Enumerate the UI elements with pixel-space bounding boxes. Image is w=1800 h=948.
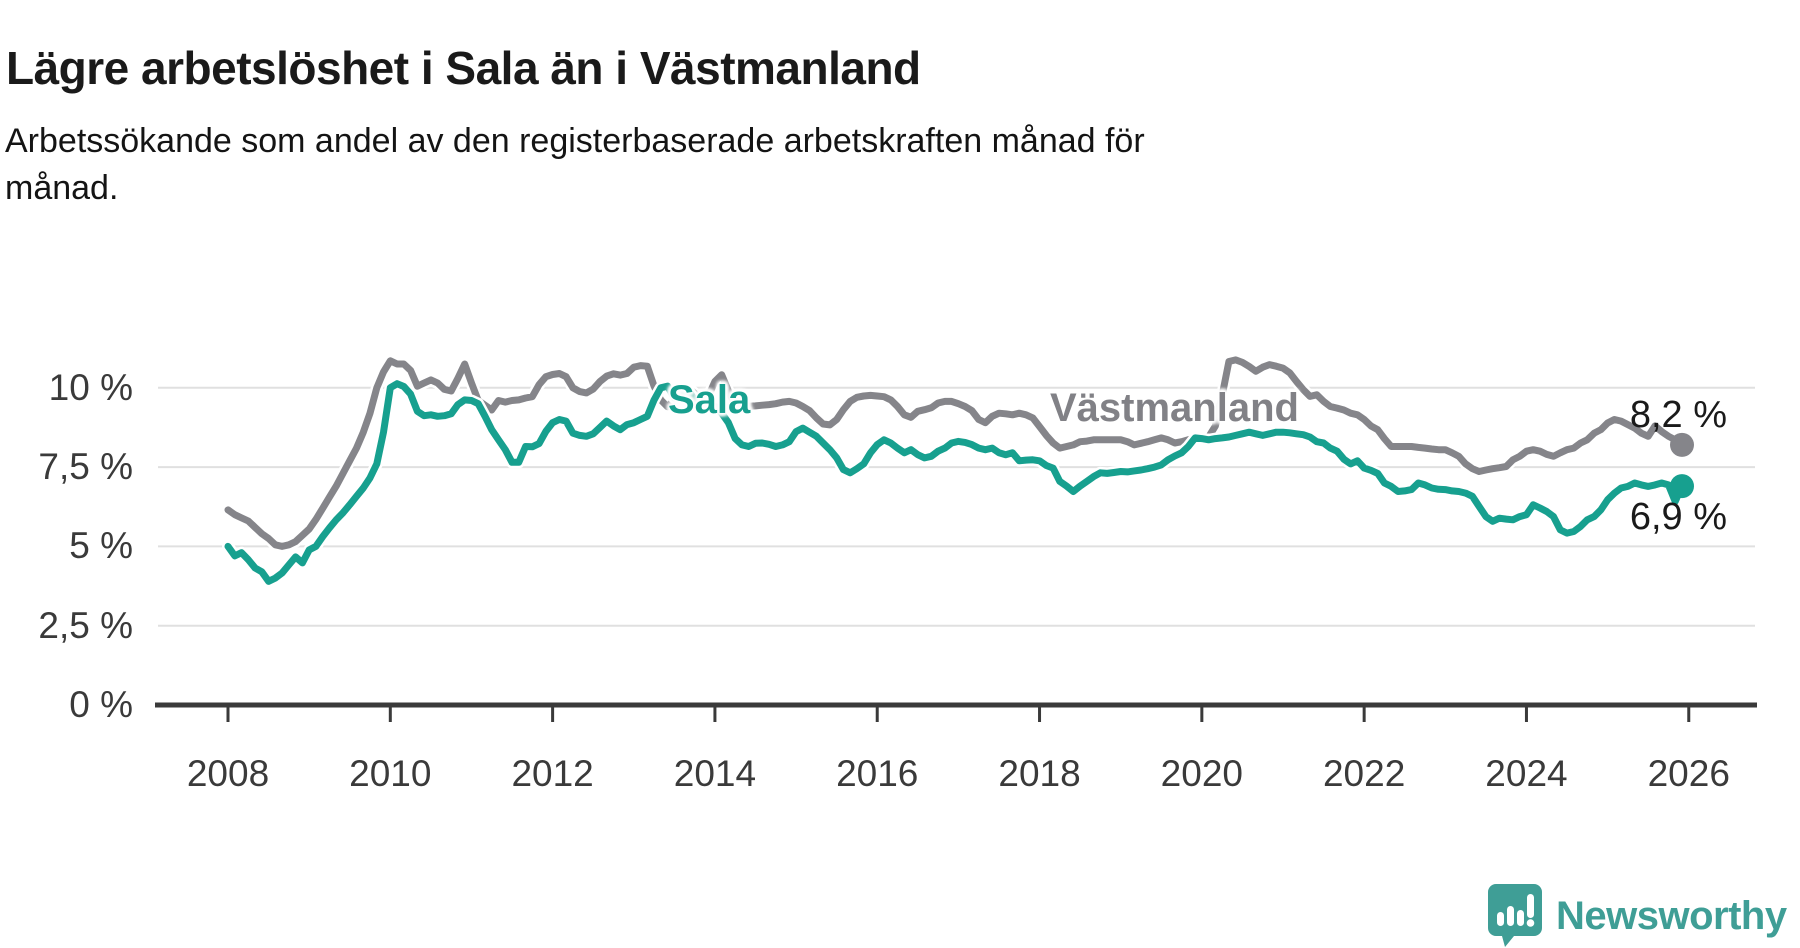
end-value-label-vastmanland: 8,2 %: [1629, 394, 1727, 436]
x-axis-label: 2012: [511, 753, 594, 794]
x-axis: [155, 702, 1757, 722]
series-label-sala: Sala: [668, 378, 751, 422]
end-value-label-sala: 6,9 %: [1629, 496, 1727, 538]
y-axis-label: 2,5 %: [38, 604, 133, 646]
x-axis-label: 2018: [998, 753, 1081, 794]
y-axis-label: 7,5 %: [38, 446, 133, 488]
x-axis-label: 2014: [673, 753, 757, 794]
y-axis-label: 0 %: [69, 684, 133, 725]
x-axis-label: 2022: [1322, 753, 1406, 794]
page-title: Lägre arbetslöshet i Sala än i Västmanla…: [6, 41, 921, 94]
series-line-västmanland: [224, 356, 1686, 550]
series-line-sala: [224, 380, 1686, 585]
x-axis-label: 2026: [1647, 753, 1730, 794]
y-axis-label: 5 %: [69, 525, 133, 567]
gridlines: [158, 386, 1755, 627]
page-subtitle-line2: månad.: [5, 169, 119, 207]
page-subtitle-line1: Arbetssökande som andel av den registerb…: [5, 122, 1145, 160]
series-end-dot-sala: [1670, 474, 1695, 499]
chart-series: [222, 353, 1695, 588]
x-axis-label: 2024: [1485, 753, 1568, 794]
x-axis-label: 2016: [836, 753, 919, 794]
x-axis-label: 2008: [186, 753, 270, 794]
x-axis-label: 2010: [349, 753, 432, 794]
newsworthy-brand-text: Newsworthy: [1556, 894, 1787, 938]
y-axis-label: 10 %: [48, 366, 133, 408]
page-subtitle: Arbetssökande som andel av den registerb…: [5, 118, 1705, 212]
series-end-dot-västmanland: [1670, 432, 1695, 457]
x-axis-label: 2020: [1160, 753, 1243, 794]
series-label-vastmanland: Västmanland: [1050, 386, 1299, 430]
newsworthy-logo: Newsworthy: [1488, 884, 1787, 948]
newsworthy-logo-icon: [1488, 884, 1542, 947]
